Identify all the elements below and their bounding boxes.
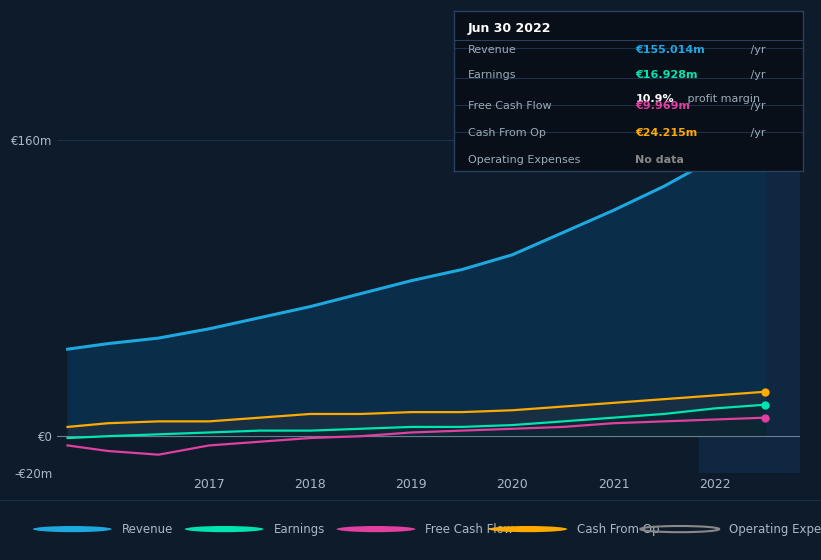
Text: Jun 30 2022: Jun 30 2022 [468, 22, 552, 35]
Circle shape [337, 526, 415, 532]
Circle shape [33, 526, 112, 532]
Text: Operating Expenses: Operating Expenses [729, 522, 821, 535]
Text: /yr: /yr [747, 70, 766, 80]
Text: 10.9%: 10.9% [635, 94, 674, 104]
Text: €155.014m: €155.014m [635, 45, 705, 55]
Text: Cash From Op: Cash From Op [577, 522, 659, 535]
Text: Earnings: Earnings [468, 70, 516, 80]
Text: Operating Expenses: Operating Expenses [468, 155, 580, 165]
Text: /yr: /yr [747, 45, 766, 55]
Text: Revenue: Revenue [468, 45, 516, 55]
Text: No data: No data [635, 155, 685, 165]
Text: €9.969m: €9.969m [635, 101, 690, 110]
Text: Free Cash Flow: Free Cash Flow [425, 522, 514, 535]
Text: /yr: /yr [747, 128, 766, 138]
Text: €24.215m: €24.215m [635, 128, 698, 138]
Text: Free Cash Flow: Free Cash Flow [468, 101, 552, 110]
Text: /yr: /yr [747, 101, 766, 110]
Text: Earnings: Earnings [273, 522, 325, 535]
Text: Revenue: Revenue [122, 522, 173, 535]
Text: profit margin: profit margin [685, 94, 760, 104]
Text: €16.928m: €16.928m [635, 70, 698, 80]
Circle shape [185, 526, 264, 532]
Circle shape [488, 526, 567, 532]
Bar [699, 140, 800, 473]
Text: Cash From Op: Cash From Op [468, 128, 546, 138]
